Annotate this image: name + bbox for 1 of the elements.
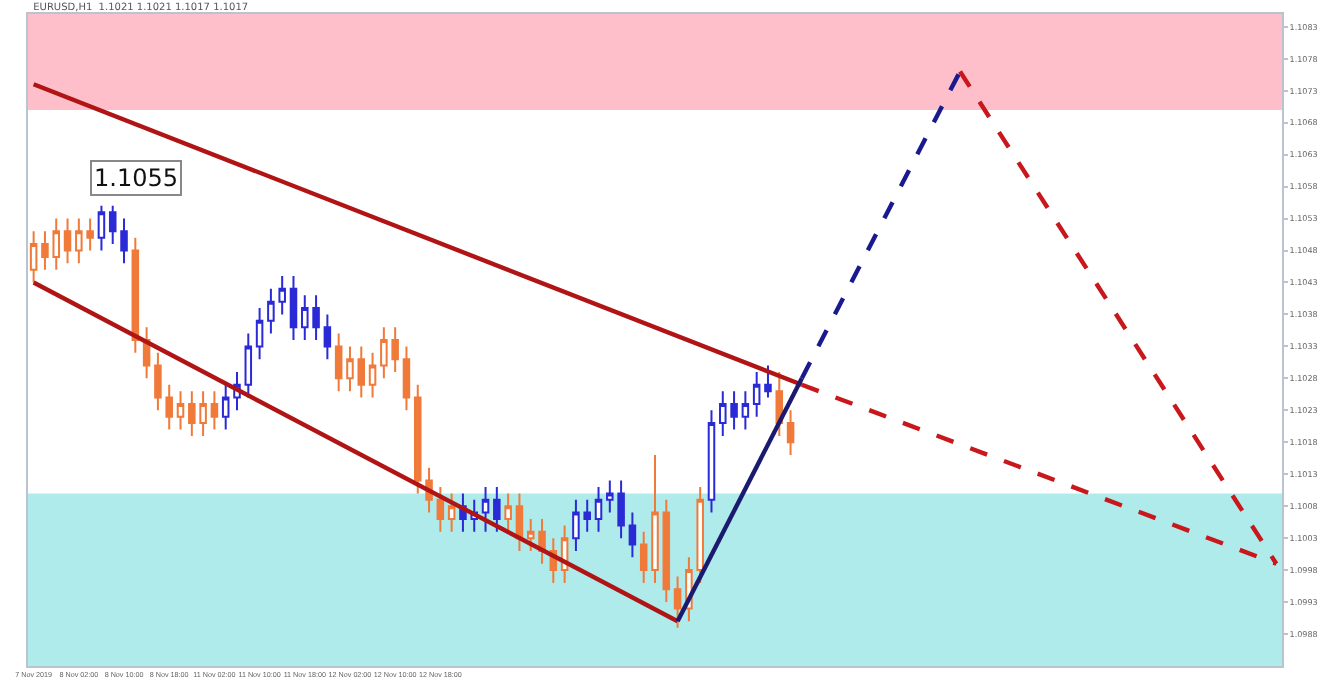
annotation: 1.1055: [94, 164, 178, 192]
